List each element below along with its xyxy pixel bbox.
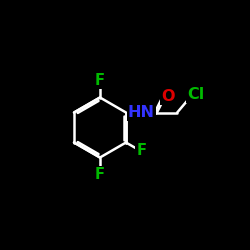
- Text: F: F: [95, 167, 105, 182]
- Text: F: F: [95, 73, 105, 88]
- Text: HN: HN: [128, 105, 155, 120]
- Text: Cl: Cl: [187, 87, 204, 102]
- Text: F: F: [136, 144, 146, 158]
- Text: O: O: [161, 89, 174, 104]
